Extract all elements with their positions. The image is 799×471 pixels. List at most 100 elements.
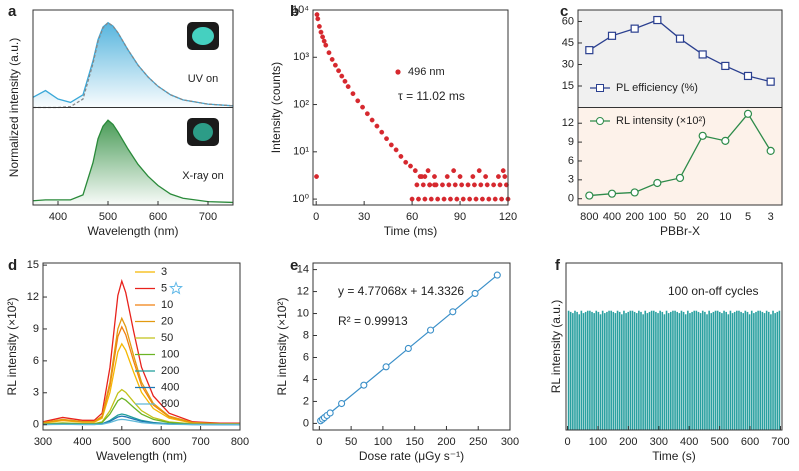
pulse <box>693 310 696 430</box>
marker <box>698 131 707 140</box>
pulse <box>606 311 608 430</box>
x-tick-label: 200 <box>437 436 455 448</box>
y-tick-label: 8 <box>303 329 309 341</box>
pulse <box>676 311 678 430</box>
pulse <box>672 310 674 430</box>
y-tick-label: 15 <box>27 259 39 271</box>
point <box>329 57 335 62</box>
panel: 400 500 600 700 a Wavelength (nm) Normalized i… <box>7 3 234 238</box>
point <box>467 196 473 202</box>
pulse <box>725 311 727 430</box>
y-tick-label: 3 <box>33 387 39 399</box>
pulse <box>723 310 725 430</box>
annotation: 100 on-off cycles <box>668 284 759 298</box>
pulse <box>772 310 774 430</box>
pulse <box>569 311 572 430</box>
pulse <box>684 314 687 430</box>
y-tick-label: 60 <box>562 15 574 27</box>
point <box>398 154 404 159</box>
pulse <box>646 313 649 430</box>
point <box>314 174 319 179</box>
pulse <box>757 310 759 430</box>
pulse <box>774 313 776 430</box>
point <box>425 168 431 174</box>
legend-label: RL intensity (×10²) <box>616 115 706 127</box>
x-tick-label: 100 <box>374 436 392 448</box>
point <box>416 196 421 202</box>
marker <box>766 146 775 156</box>
pulse <box>704 311 706 430</box>
pulse <box>708 310 710 430</box>
pulse <box>584 311 587 430</box>
x-tick-label: 3 <box>768 211 774 223</box>
point <box>444 174 450 179</box>
x-tick-label: 250 <box>469 436 487 448</box>
plot-frame <box>42 262 241 431</box>
pulse <box>655 311 657 430</box>
point <box>452 182 458 188</box>
point <box>493 271 501 279</box>
pulse <box>742 313 745 430</box>
pulse <box>674 310 676 430</box>
x-tick-label: 120 <box>499 211 517 223</box>
pulse <box>744 310 747 430</box>
point <box>350 91 356 97</box>
point <box>332 62 338 68</box>
pulse <box>695 310 698 430</box>
point <box>374 123 380 129</box>
point <box>432 174 437 179</box>
x-tick-label: 400 <box>49 211 67 223</box>
pulse <box>595 310 598 430</box>
point <box>336 68 341 74</box>
pulse <box>718 311 721 430</box>
point <box>497 182 503 188</box>
pulse <box>652 310 655 430</box>
x-tick-label: 500 <box>99 211 117 223</box>
pulse <box>748 314 751 430</box>
x-tick-label: 600 <box>152 436 170 448</box>
marker <box>721 61 730 71</box>
point <box>471 289 479 297</box>
pulse <box>714 310 717 430</box>
point <box>364 111 370 117</box>
point <box>384 136 389 142</box>
y-tick-label: 12 <box>562 117 574 129</box>
pulse <box>682 311 685 430</box>
y-tick-label: 3 <box>568 174 574 186</box>
legend-label: 200 <box>161 365 179 377</box>
pulse <box>574 310 576 430</box>
point <box>483 174 489 179</box>
marker <box>607 189 617 198</box>
point <box>342 78 348 84</box>
x-tick-label: 200 <box>619 436 637 448</box>
y-axis-label: Normalized intensity (a.u.) <box>7 38 21 177</box>
pulse <box>740 311 742 430</box>
pulse <box>755 311 757 430</box>
point <box>339 73 345 79</box>
y-tick-label: 12 <box>27 291 39 303</box>
x-tick-label: 150 <box>405 436 423 448</box>
point <box>470 174 476 179</box>
pulse <box>644 310 647 430</box>
x-tick-label: 60 <box>406 211 418 223</box>
y-axis-label: Intensity (counts) <box>269 62 283 153</box>
x-tick-label: 100 <box>648 211 666 223</box>
y-axis-label: RL intensity (×10²) <box>5 298 19 396</box>
point <box>414 182 420 188</box>
pulse <box>701 310 704 430</box>
pulse <box>578 314 581 430</box>
annotation: τ = 11.02 ms <box>398 89 465 103</box>
pulse <box>618 311 621 430</box>
panel-label: b <box>290 3 299 20</box>
x-tick-label: 50 <box>345 436 357 448</box>
pulse <box>623 310 625 430</box>
point <box>393 147 399 153</box>
point <box>316 23 322 29</box>
point <box>338 399 346 408</box>
y-tick-label: 0 <box>303 417 309 429</box>
pulse <box>765 310 768 430</box>
panel: 0 100 200 300 400 500 600 700 f Time (s) RL intens… <box>549 257 789 463</box>
legend-label: 496 nm <box>408 66 445 78</box>
